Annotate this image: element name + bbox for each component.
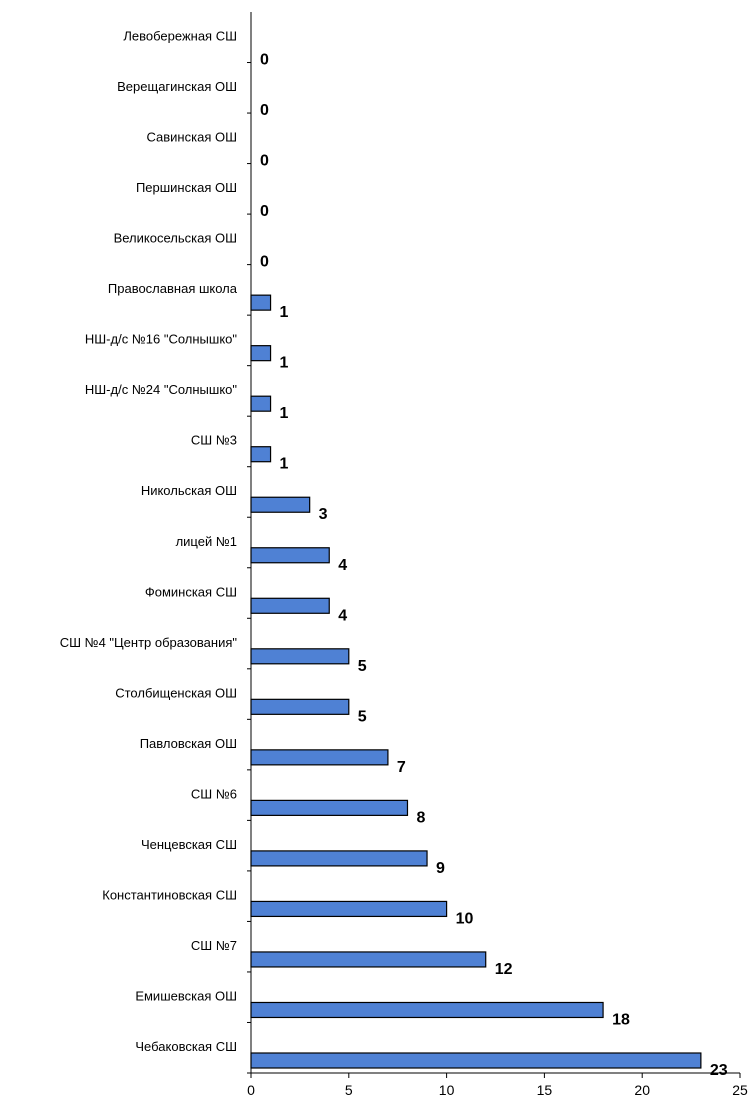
category-label: Левобережная СШ: [123, 29, 237, 44]
data-label: 1: [280, 355, 289, 372]
category-label: СШ №7: [191, 938, 237, 953]
x-tick-label: 25: [732, 1082, 748, 1098]
bar: [250, 395, 272, 412]
category-label: Емишевская ОШ: [135, 988, 237, 1003]
data-label: 8: [416, 809, 425, 826]
x-tick-label: 0: [247, 1082, 255, 1098]
data-label: 18: [612, 1011, 630, 1028]
category-label: Чебаковская СШ: [135, 1039, 237, 1054]
category-label: Константиновская СШ: [102, 887, 237, 902]
x-tick-label: 20: [634, 1082, 650, 1098]
bar: [250, 799, 409, 816]
category-label: лицей №1: [176, 534, 237, 549]
data-label: 3: [319, 506, 328, 523]
bars-group: Левобережная СШ 0 Верещагинская ОШ 0 Савинск…: [60, 29, 748, 1098]
data-label: 1: [280, 456, 289, 473]
x-tick-label: 10: [439, 1082, 455, 1098]
data-label: 7: [397, 759, 406, 776]
bar: [250, 749, 389, 766]
data-label: 0: [260, 102, 269, 119]
data-label: 23: [710, 1062, 728, 1079]
data-label: 0: [260, 153, 269, 170]
category-label: Фоминская СШ: [145, 584, 237, 599]
data-label: 10: [456, 910, 474, 927]
data-label: 0: [260, 254, 269, 271]
data-label: 5: [358, 708, 367, 725]
category-label: СШ №6: [191, 786, 237, 801]
bar: [250, 698, 350, 715]
x-tick-label: 5: [345, 1082, 353, 1098]
bar: [250, 597, 330, 614]
bar: [250, 900, 448, 918]
category-label: Столбищенская ОШ: [115, 685, 237, 700]
data-label: 0: [260, 203, 269, 220]
category-label: Великосельская ОШ: [114, 231, 237, 246]
category-label: Православная школа: [108, 281, 238, 296]
category-label: Савинская ОШ: [147, 130, 238, 145]
data-label: 1: [280, 405, 289, 422]
bar: [250, 648, 350, 665]
data-label: 9: [436, 860, 445, 877]
data-label: 1: [280, 304, 289, 321]
bar: [250, 496, 311, 513]
x-tick-label: 15: [537, 1082, 553, 1098]
data-label: 12: [495, 961, 513, 978]
category-label: СШ №4 "Центр образования": [60, 635, 238, 650]
data-label: 0: [260, 52, 269, 69]
category-label: НШ-д/с №24 "Солнышко": [85, 382, 238, 397]
bar: [250, 1001, 604, 1019]
bar: [250, 446, 272, 463]
category-label: Першинская ОШ: [136, 180, 237, 195]
bar: [250, 547, 330, 564]
bar: [250, 345, 272, 362]
category-label: Верещагинская ОШ: [117, 79, 237, 94]
category-label: СШ №3: [191, 433, 237, 448]
category-label: Ченцевская СШ: [141, 837, 237, 852]
category-label: Павловская ОШ: [140, 736, 237, 751]
category-label: Никольская ОШ: [141, 483, 237, 498]
bar: [250, 1052, 702, 1069]
bar: [250, 294, 272, 311]
category-label: НШ-д/с №16 "Солнышко": [85, 332, 238, 347]
data-label: 4: [338, 557, 347, 574]
bar: [250, 850, 428, 867]
data-label: 5: [358, 658, 367, 675]
data-label: 4: [338, 607, 347, 624]
bar: [250, 951, 487, 968]
